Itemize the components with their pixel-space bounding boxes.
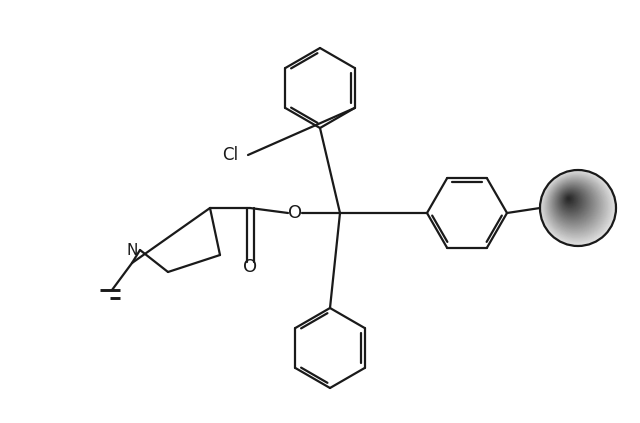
Text: Cl: Cl — [222, 146, 238, 164]
Circle shape — [542, 172, 613, 243]
Circle shape — [556, 186, 590, 220]
Circle shape — [542, 173, 612, 242]
Circle shape — [548, 178, 604, 233]
Circle shape — [568, 198, 570, 200]
Circle shape — [543, 173, 611, 240]
Circle shape — [566, 196, 573, 203]
Circle shape — [544, 174, 609, 239]
Circle shape — [560, 190, 583, 213]
Circle shape — [543, 173, 611, 241]
Circle shape — [566, 197, 572, 202]
Circle shape — [567, 197, 571, 201]
Circle shape — [563, 192, 579, 209]
Circle shape — [558, 188, 586, 216]
Circle shape — [563, 193, 577, 207]
Circle shape — [557, 187, 588, 218]
Circle shape — [548, 179, 602, 232]
Circle shape — [550, 179, 600, 230]
Circle shape — [550, 180, 600, 229]
Circle shape — [546, 176, 607, 236]
Circle shape — [564, 194, 575, 206]
Circle shape — [554, 184, 593, 223]
Circle shape — [549, 179, 601, 231]
Circle shape — [556, 186, 589, 219]
Circle shape — [564, 195, 575, 205]
Circle shape — [561, 190, 582, 212]
Circle shape — [547, 177, 605, 235]
Text: N: N — [126, 243, 138, 258]
Circle shape — [554, 183, 594, 224]
Circle shape — [544, 174, 610, 240]
Circle shape — [540, 170, 615, 245]
Circle shape — [551, 181, 598, 228]
Circle shape — [552, 181, 597, 227]
Circle shape — [562, 192, 580, 209]
Circle shape — [564, 194, 577, 206]
Circle shape — [550, 181, 598, 228]
Circle shape — [555, 185, 591, 221]
Circle shape — [566, 196, 572, 203]
Circle shape — [559, 189, 584, 214]
Circle shape — [545, 175, 607, 237]
Circle shape — [548, 178, 602, 233]
Circle shape — [540, 170, 616, 246]
Circle shape — [545, 175, 608, 238]
Circle shape — [552, 182, 596, 226]
Circle shape — [557, 187, 587, 217]
Circle shape — [561, 191, 580, 210]
Text: O: O — [288, 204, 302, 222]
Circle shape — [554, 184, 592, 222]
Circle shape — [552, 182, 595, 225]
Circle shape — [546, 176, 605, 236]
Circle shape — [563, 193, 578, 208]
Circle shape — [541, 171, 614, 244]
Circle shape — [559, 190, 584, 214]
Circle shape — [568, 198, 570, 199]
Circle shape — [559, 189, 585, 215]
Circle shape — [541, 171, 614, 244]
Text: O: O — [243, 258, 257, 276]
Circle shape — [555, 185, 591, 222]
Circle shape — [565, 195, 574, 204]
Circle shape — [553, 183, 595, 225]
Circle shape — [557, 187, 588, 217]
Circle shape — [561, 191, 581, 211]
Circle shape — [547, 177, 604, 234]
